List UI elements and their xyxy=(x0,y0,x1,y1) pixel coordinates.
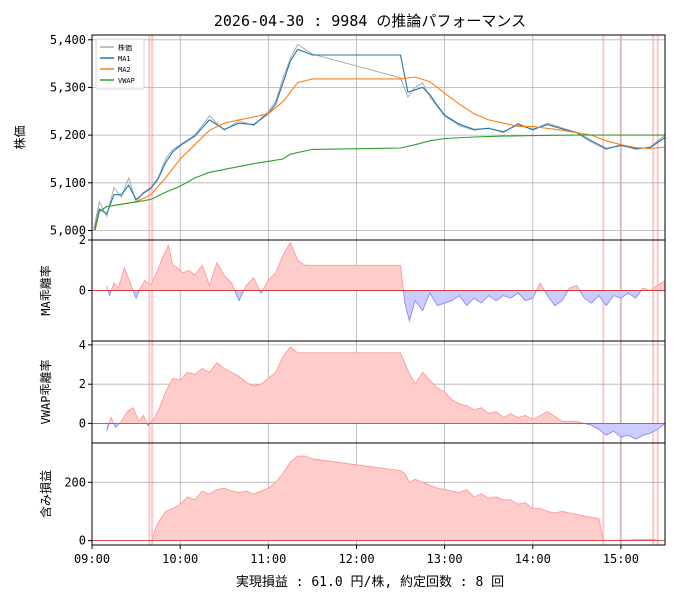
y-tick-label: 0 xyxy=(79,534,86,548)
y-tick-label: 2 xyxy=(79,233,86,247)
negative-area-group xyxy=(106,290,665,323)
x-tick-label: 14:00 xyxy=(515,552,551,566)
series-line-株価 xyxy=(93,43,665,231)
legend-label: VWAP xyxy=(118,77,135,85)
panel-ma_dev: 2 0 MA乖離率 xyxy=(38,233,666,342)
chart-footer-pnl-summary: 実現損益 : 61.0 円/株, 約定回数 : 8 回 xyxy=(236,574,504,590)
y-tick-label: 4 xyxy=(79,338,86,352)
trade-mark-2 xyxy=(602,341,605,443)
x-axis: 09:00 10:00 11:00 12:00 13:00 14:00 15:00 xyxy=(74,545,639,566)
positive-area-group xyxy=(151,455,658,541)
x-tick-label: 11:00 xyxy=(250,552,286,566)
negative-line xyxy=(107,290,652,323)
negative-area xyxy=(106,290,665,321)
positive-area-group xyxy=(106,241,665,291)
positive-area xyxy=(109,346,585,424)
panel-frame xyxy=(91,34,666,241)
y-tick-label: 0 xyxy=(79,284,86,298)
x-tick-label: 09:00 xyxy=(74,552,110,566)
panel-frame xyxy=(91,442,666,546)
y-axis-label: 含み損益 xyxy=(38,470,53,518)
y-axis-label: 株価 xyxy=(12,125,27,149)
negative-area-group xyxy=(106,423,665,440)
positive-area xyxy=(106,242,665,291)
trade-mark-2 xyxy=(602,443,605,545)
legend-label: MA1 xyxy=(118,55,131,63)
panel-vwap_dev: 4 2 0 VWAP乖離率 xyxy=(38,338,666,444)
series-group xyxy=(92,241,665,323)
series-group xyxy=(92,346,665,440)
legend: 株価 MA1 MA2 VWAP xyxy=(95,38,145,90)
negative-area xyxy=(106,423,665,440)
y-tick-label: 5,100 xyxy=(50,176,86,190)
chart-title: 2026-04-30 : 9984 の推論パフォーマンス xyxy=(214,12,526,30)
positive-line xyxy=(106,241,665,291)
trade-mark-5 xyxy=(656,443,659,545)
y-tick-label: 200 xyxy=(64,475,86,489)
legend-label: 株価 xyxy=(118,43,132,52)
series-group xyxy=(92,455,665,542)
trade-mark-5 xyxy=(656,341,659,443)
positive-line xyxy=(108,346,665,424)
positive-area-group xyxy=(108,346,665,424)
trade-mark-1 xyxy=(151,341,154,443)
trade-mark-0 xyxy=(148,35,151,240)
legend-box xyxy=(95,38,145,90)
y-axis-label: MA乖離率 xyxy=(38,265,53,315)
trade-mark-5 xyxy=(656,35,659,240)
positive-line xyxy=(151,455,658,541)
trade-mark-1 xyxy=(151,443,154,545)
series-line-MA1 xyxy=(94,48,665,229)
panel-pnl: 200 0 含み損益 xyxy=(38,442,666,548)
series-line-MA2 xyxy=(94,76,665,231)
x-tick-label: 13:00 xyxy=(427,552,463,566)
trade-mark-2 xyxy=(602,35,605,240)
series-group xyxy=(93,43,665,231)
y-tick-label: 5,000 xyxy=(50,224,86,238)
trade-mark-1 xyxy=(151,35,154,240)
x-tick-label: 12:00 xyxy=(338,552,374,566)
y-tick-label: 5,300 xyxy=(50,80,86,94)
trade-mark-4 xyxy=(652,341,655,443)
trade-mark-0 xyxy=(148,443,151,545)
trade-mark-4 xyxy=(652,35,655,240)
legend-label: MA2 xyxy=(118,66,131,74)
positive-area xyxy=(152,456,658,541)
y-axis-label: VWAP乖離率 xyxy=(38,360,53,425)
x-tick-label: 15:00 xyxy=(603,552,639,566)
y-tick-label: 0 xyxy=(79,416,86,430)
y-tick-label: 5,200 xyxy=(50,128,86,142)
y-tick-label: 5,400 xyxy=(50,33,86,47)
chart-panels: 5,0005,1005,2005,3005,400株価株価MA1MA2VWAP2… xyxy=(12,33,666,548)
trade-mark-0 xyxy=(148,341,151,443)
y-tick-label: 2 xyxy=(79,377,86,391)
x-tick-label: 10:00 xyxy=(162,552,198,566)
trade-mark-4 xyxy=(652,443,655,545)
series-line-VWAP xyxy=(94,134,665,231)
